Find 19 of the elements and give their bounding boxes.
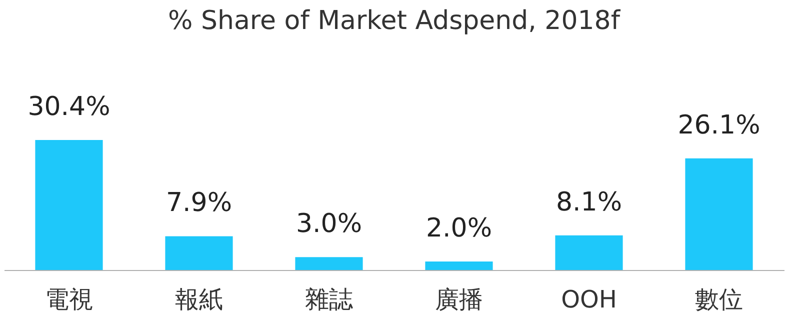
data-label: 30.4% — [28, 92, 110, 122]
data-label: 7.9% — [166, 188, 232, 218]
data-label: 8.1% — [556, 187, 622, 218]
x-tick-label: 雜誌 — [305, 286, 353, 314]
x-tick-label: 廣播 — [435, 286, 483, 314]
bar — [165, 236, 233, 270]
bar — [425, 261, 493, 270]
x-tick-label: 報紙 — [175, 286, 223, 314]
x-tick-label: 電視 — [45, 286, 93, 314]
data-label: 3.0% — [296, 209, 362, 240]
bar — [685, 158, 753, 270]
data-label: 2.0% — [426, 213, 492, 244]
bar — [35, 140, 103, 270]
chart-title: % Share of Market Adspend, 2018f — [168, 6, 621, 36]
bar — [555, 235, 623, 270]
x-tick-label: 數位 — [695, 286, 743, 314]
x-tick-label: OOH — [561, 286, 617, 314]
data-label: 26.1% — [678, 110, 760, 140]
bar — [295, 257, 363, 270]
